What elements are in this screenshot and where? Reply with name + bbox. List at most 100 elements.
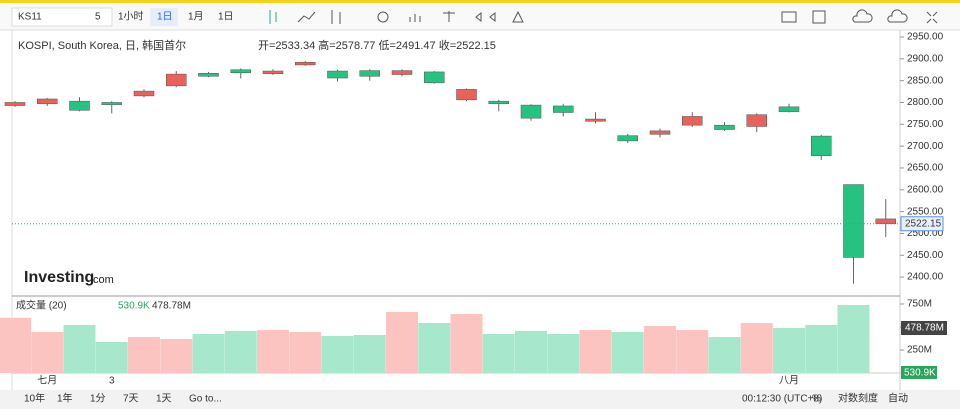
watermark-suffix: .com [90, 274, 114, 286]
candle-body [37, 98, 58, 105]
candle-body [166, 73, 187, 87]
y-tick-label: 2650.00 [907, 163, 944, 174]
y-tick-label: 2550.00 [907, 206, 944, 217]
volume-bar [418, 323, 451, 373]
toolbar-button[interactable]: 5 [95, 12, 101, 23]
candle-body [520, 104, 542, 119]
volume-bar [579, 330, 612, 373]
candle-body [746, 114, 767, 127]
volume-bar [515, 330, 547, 373]
option-button[interactable]: % [812, 394, 821, 405]
volume-bar [482, 333, 515, 373]
candle-body [391, 70, 413, 75]
candle-body [230, 69, 251, 74]
volume-bar [353, 335, 386, 373]
range-button[interactable]: 1分 [90, 393, 106, 405]
candle-body [359, 70, 380, 77]
range-button[interactable]: Go to... [189, 394, 222, 405]
toolbar-button[interactable]: 1日 [218, 12, 234, 23]
candle-body [649, 130, 671, 135]
volume-bar [773, 328, 805, 373]
candle-body [456, 89, 477, 101]
volume-ma: 478.78M [152, 301, 191, 312]
ma-badge [901, 321, 947, 335]
volume-bar [160, 338, 193, 373]
last-price-label: 2522.15 [905, 218, 942, 229]
last-price-badge [900, 216, 944, 232]
volume-bar [805, 324, 838, 373]
volume-bar [547, 333, 580, 373]
x-tick-label: 3 [109, 376, 115, 387]
volume-bar [63, 324, 96, 373]
volume-title: 成交量 (20) [16, 299, 67, 312]
y-tick-label: 2950.00 [907, 32, 944, 43]
volume-bar [192, 333, 225, 373]
volume-bar [321, 336, 354, 373]
ohlc-legend: 开=2533.34 高=2578.77 低=2491.47 收=2522.15 [258, 38, 496, 52]
toolbar [0, 3, 960, 30]
volume-bar [257, 330, 289, 373]
y-tick-label: 2900.00 [907, 53, 944, 64]
candle-body [714, 124, 735, 130]
candle-body [585, 118, 606, 122]
main-title: KOSPI, South Korea, 日, 韩国首尔 [18, 38, 186, 52]
volume-bar [611, 331, 644, 373]
volume-bar [386, 311, 418, 373]
clock: 00:12:30 (UTC+8) [742, 394, 822, 405]
range-button[interactable]: 7天 [123, 394, 139, 405]
toolbar-button[interactable]: 1月 [188, 11, 204, 23]
toolbar-icons [269, 9, 938, 24]
volume-badge [901, 365, 937, 379]
y-tick-label: 2750.00 [907, 119, 944, 130]
volume-bar [289, 331, 322, 373]
candle-body [198, 72, 219, 77]
candle-body [101, 102, 122, 105]
toolbar-button[interactable]: 1小时 [118, 11, 144, 23]
x-tick-label: 八月 [779, 375, 799, 387]
candle-body [4, 102, 26, 106]
candle-body [617, 135, 638, 142]
range-button[interactable]: 1年 [57, 392, 73, 405]
candle-body [488, 100, 509, 105]
candle-body [811, 135, 832, 156]
candle-body [295, 62, 316, 66]
candle-body [262, 70, 284, 74]
bottom-bar [0, 390, 960, 409]
watermark: Investing [24, 269, 94, 286]
active-button [150, 8, 178, 26]
candle-body [843, 184, 864, 258]
y-tick-label: 750M [907, 299, 932, 310]
option-button[interactable]: 对数刻度 [838, 392, 878, 405]
volume-bar [708, 337, 741, 373]
symbol-box[interactable] [11, 7, 113, 27]
volume-last: 530.9K [118, 301, 150, 312]
volume-bar [450, 314, 483, 373]
candle-body [327, 70, 348, 79]
candle-body [133, 90, 155, 97]
candle-body [875, 218, 896, 225]
y-tick-label: 2700.00 [907, 141, 944, 152]
toolbar-button[interactable]: 1日 [157, 12, 173, 23]
option-button[interactable]: 自动 [888, 392, 908, 405]
candle-body [682, 116, 703, 126]
ma-axis-label: 478.78M [905, 323, 944, 334]
volume-bar [837, 305, 870, 373]
candle-body [424, 71, 445, 84]
y-tick-label: 2400.00 [907, 272, 944, 283]
y-tick-label: 2500.00 [907, 228, 944, 239]
range-button[interactable]: 10年 [24, 392, 45, 405]
candle-body [69, 100, 90, 111]
candle-body [778, 106, 800, 112]
volume-bar [224, 330, 257, 373]
volume-bar [31, 331, 64, 373]
volume-value-label: 530.9K [904, 368, 936, 379]
range-button[interactable]: 1天 [156, 394, 172, 405]
volume-bar [644, 325, 676, 373]
y-tick-label: 2800.00 [907, 97, 944, 108]
volume-bar [0, 317, 31, 373]
symbol[interactable]: KS11 [18, 12, 42, 23]
y-tick-label: 2450.00 [907, 250, 944, 261]
x-tick-label: 七月 [37, 375, 57, 387]
y-tick-label: 2850.00 [907, 75, 944, 86]
